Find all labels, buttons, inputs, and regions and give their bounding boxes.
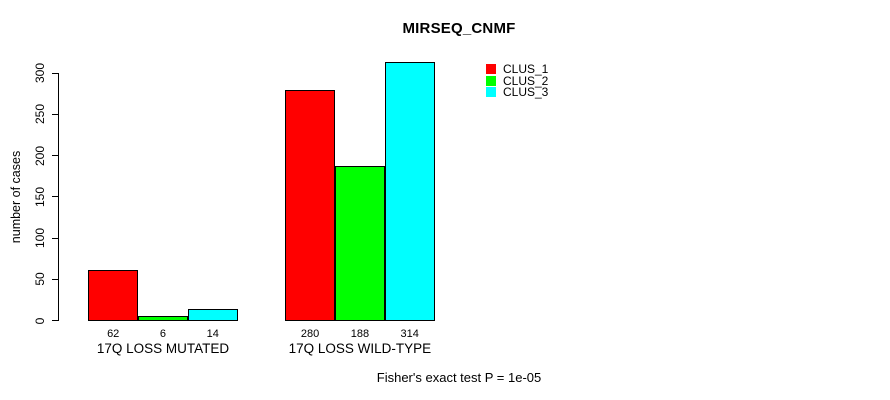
annotation: Fisher's exact test P = 1e-05 bbox=[376, 370, 542, 385]
y-tick-label: 0 bbox=[33, 317, 47, 324]
y-axis-line bbox=[58, 73, 59, 321]
y-tick-mark bbox=[52, 72, 58, 74]
bar-value-label: 14 bbox=[206, 328, 219, 340]
legend: CLUS_1 CLUS_2 CLUS_3 bbox=[486, 62, 549, 100]
legend-swatch-clus_1 bbox=[486, 64, 496, 75]
bar-clus_3 bbox=[187, 308, 238, 321]
legend-row: CLUS_3 bbox=[486, 85, 549, 100]
bar-value-label: 280 bbox=[300, 328, 320, 340]
category-label: 17Q LOSS MUTATED bbox=[96, 341, 230, 356]
legend-row: CLUS_1 bbox=[486, 62, 549, 77]
y-tick-label: 150 bbox=[33, 186, 47, 207]
y-tick-label: 250 bbox=[33, 104, 47, 125]
category-label: 17Q LOSS WILD-TYPE bbox=[288, 341, 432, 356]
legend-label: CLUS_2 bbox=[503, 73, 549, 88]
y-tick-mark bbox=[52, 237, 58, 239]
bar-value-label: 188 bbox=[350, 328, 370, 340]
chart-title: MIRSEQ_CNMF bbox=[402, 20, 516, 37]
y-tick-mark bbox=[52, 196, 58, 198]
legend-row: CLUS_2 bbox=[486, 73, 549, 88]
bar-clus_2 bbox=[138, 315, 188, 321]
y-tick-label: 200 bbox=[33, 145, 47, 166]
y-tick-mark bbox=[52, 113, 58, 115]
bar-clus_3 bbox=[384, 61, 435, 321]
y-tick-label: 100 bbox=[33, 227, 47, 249]
bar-clus_1 bbox=[285, 89, 335, 321]
y-axis-label: number of cases bbox=[9, 150, 23, 244]
y-tick-mark bbox=[52, 155, 58, 156]
y-tick-label: 50 bbox=[33, 272, 47, 286]
bar-value-label: 6 bbox=[159, 328, 167, 340]
bar-value-label: 62 bbox=[107, 328, 120, 340]
legend-swatch-clus_3 bbox=[486, 87, 496, 98]
y-tick-label: 300 bbox=[33, 62, 47, 84]
legend-label: CLUS_3 bbox=[503, 85, 549, 100]
bar-value-label: 314 bbox=[400, 328, 419, 340]
legend-label: CLUS_1 bbox=[503, 62, 549, 77]
legend-swatch-clus_2 bbox=[486, 75, 496, 86]
bar-clus_2 bbox=[335, 165, 385, 321]
y-tick-mark bbox=[52, 278, 58, 280]
y-tick-mark bbox=[52, 320, 58, 321]
bar-clus_1 bbox=[88, 269, 139, 321]
